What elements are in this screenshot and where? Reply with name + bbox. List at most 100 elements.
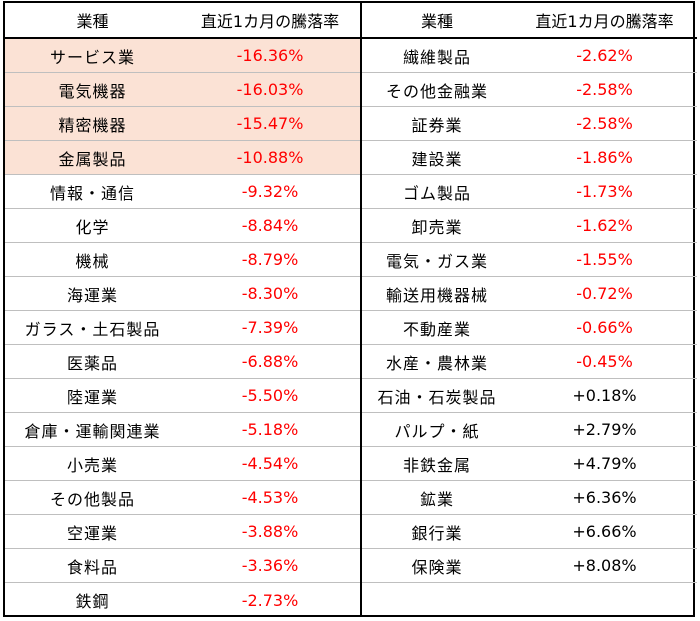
change-value: -4.54% xyxy=(241,454,299,473)
table-row: 鉄鋼 -2.73% xyxy=(5,583,360,617)
industry-name: 不動産業 xyxy=(402,319,471,339)
table-row: 繊維製品 -2.62% xyxy=(362,39,697,73)
table-row: ガラス・土石製品 -7.39% xyxy=(5,311,360,345)
change-value: -8.79% xyxy=(241,250,299,269)
change-value: -1.73% xyxy=(576,182,633,201)
header-industry: 業種 xyxy=(76,12,109,31)
industry-name: 電気・ガス業 xyxy=(385,251,488,271)
change-value: -6.88% xyxy=(241,352,299,371)
header-change: 直近1カ月の騰落率 xyxy=(535,12,674,31)
industry-name: 精密機器 xyxy=(58,115,127,135)
industry-name: 鉱業 xyxy=(419,489,454,509)
table-row: その他金融業 -2.58% xyxy=(362,73,697,107)
change-value: -16.36% xyxy=(236,46,304,65)
change-value: +8.08% xyxy=(572,556,637,575)
industry-name: 金属製品 xyxy=(58,149,127,169)
industry-name: 鉄鋼 xyxy=(75,592,110,611)
industry-name: 陸運業 xyxy=(66,387,118,407)
change-value: -8.30% xyxy=(241,284,299,303)
table-row: 電気機器 -16.03% xyxy=(5,73,360,107)
change-value: -8.84% xyxy=(241,216,299,235)
table-row: その他製品 -4.53% xyxy=(5,481,360,515)
change-value: +6.66% xyxy=(572,522,637,541)
industry-name: 建設業 xyxy=(411,149,463,169)
table-row: 機械 -8.79% xyxy=(5,243,360,277)
industry-name: 海運業 xyxy=(66,285,118,305)
table-row: ゴム製品 -1.73% xyxy=(362,175,697,209)
change-value: -2.62% xyxy=(576,46,633,65)
table-row: 輸送用機器械 -0.72% xyxy=(362,277,697,311)
right-column-group: 業種 直近1カ月の騰落率 繊維製品 -2.62% その他金融業 -2.58% 証券業 -2… xyxy=(360,3,697,615)
table-row: サービス業 -16.36% xyxy=(5,39,360,73)
change-value: -3.36% xyxy=(241,556,299,575)
industry-name: 化学 xyxy=(75,217,110,237)
industry-name: 小売業 xyxy=(66,455,118,475)
change-value: +6.36% xyxy=(572,488,637,507)
change-value: -16.03% xyxy=(236,80,304,99)
change-value: -2.58% xyxy=(576,80,633,99)
industry-name: 電気機器 xyxy=(58,81,127,101)
change-value: -15.47% xyxy=(236,114,304,133)
change-value: -0.45% xyxy=(576,352,633,371)
industry-name: その他金融業 xyxy=(385,81,488,101)
change-value: -0.72% xyxy=(576,284,633,303)
table-row: 鉱業 +6.36% xyxy=(362,481,697,515)
left-column-group: 業種 直近1カ月の騰落率 サービス業 -16.36% 電気機器 -16.03% 精密機器… xyxy=(5,3,360,615)
sector-performance-table: 業種 直近1カ月の騰落率 サービス業 -16.36% 電気機器 -16.03% 精密機器… xyxy=(3,1,697,617)
table-row: 海運業 -8.30% xyxy=(5,277,360,311)
industry-name: 機械 xyxy=(75,251,110,271)
industry-name: 保険業 xyxy=(411,557,463,577)
change-value: -2.73% xyxy=(241,590,299,610)
change-value: -0.66% xyxy=(576,318,633,337)
industry-name: 水産・農林業 xyxy=(385,353,488,373)
table-row: 建設業 -1.86% xyxy=(362,141,697,175)
change-value: -3.88% xyxy=(241,522,299,541)
change-value: +4.79% xyxy=(572,454,637,473)
change-value: +2.79% xyxy=(572,420,637,439)
industry-name: 卸売業 xyxy=(411,217,463,237)
table-row: 空運業 -3.88% xyxy=(5,515,360,549)
table-row: 卸売業 -1.62% xyxy=(362,209,697,243)
header-industry: 業種 xyxy=(420,12,453,31)
change-value: -4.53% xyxy=(241,488,299,507)
table-row: 情報・通信 -9.32% xyxy=(5,175,360,209)
table-row: 化学 -8.84% xyxy=(5,209,360,243)
table-header-right: 業種 直近1カ月の騰落率 xyxy=(362,3,697,39)
change-value: -1.86% xyxy=(576,148,633,167)
table-row: 保険業 +8.08% xyxy=(362,549,697,583)
table-row: 陸運業 -5.50% xyxy=(5,379,360,413)
table-row: 金属製品 -10.88% xyxy=(5,141,360,175)
industry-name: 医薬品 xyxy=(66,353,118,373)
industry-name: パルプ・紙 xyxy=(394,421,480,441)
table-row: 食料品 -3.36% xyxy=(5,549,360,583)
change-value: -2.58% xyxy=(576,114,633,133)
table-row: 電気・ガス業 -1.55% xyxy=(362,243,697,277)
industry-name: 情報・通信 xyxy=(49,183,135,203)
header-change: 直近1カ月の騰落率 xyxy=(200,12,340,31)
industry-name: 食料品 xyxy=(66,557,118,577)
industry-name: 銀行業 xyxy=(411,523,463,543)
industry-name: 繊維製品 xyxy=(402,47,471,67)
change-value: -5.18% xyxy=(241,420,299,439)
industry-name: サービス業 xyxy=(49,47,135,67)
industry-name: 証券業 xyxy=(411,115,463,135)
table-row: 銀行業 +6.66% xyxy=(362,515,697,549)
industry-name: ガラス・土石製品 xyxy=(24,319,161,339)
change-value: -10.88% xyxy=(236,148,304,167)
industry-name: 空運業 xyxy=(66,523,118,543)
industry-name: その他製品 xyxy=(49,489,135,509)
industry-name: 倉庫・運輸関連業 xyxy=(24,421,161,441)
change-value: -5.50% xyxy=(241,386,299,405)
table-row: 石油・石炭製品 +0.18% xyxy=(362,379,697,413)
change-value: -1.62% xyxy=(576,216,633,235)
industry-name: 石油・石炭製品 xyxy=(377,387,497,407)
table-row: 倉庫・運輸関連業 -5.18% xyxy=(5,413,360,447)
table-row: 水産・農林業 -0.45% xyxy=(362,345,697,379)
industry-name: 非鉄金属 xyxy=(402,455,471,475)
table-row: 小売業 -4.54% xyxy=(5,447,360,481)
table-row: 医薬品 -6.88% xyxy=(5,345,360,379)
table-row: 不動産業 -0.66% xyxy=(362,311,697,345)
change-value: -9.32% xyxy=(241,182,299,201)
change-value: -7.39% xyxy=(241,318,299,337)
industry-name: 輸送用機器械 xyxy=(385,285,488,305)
